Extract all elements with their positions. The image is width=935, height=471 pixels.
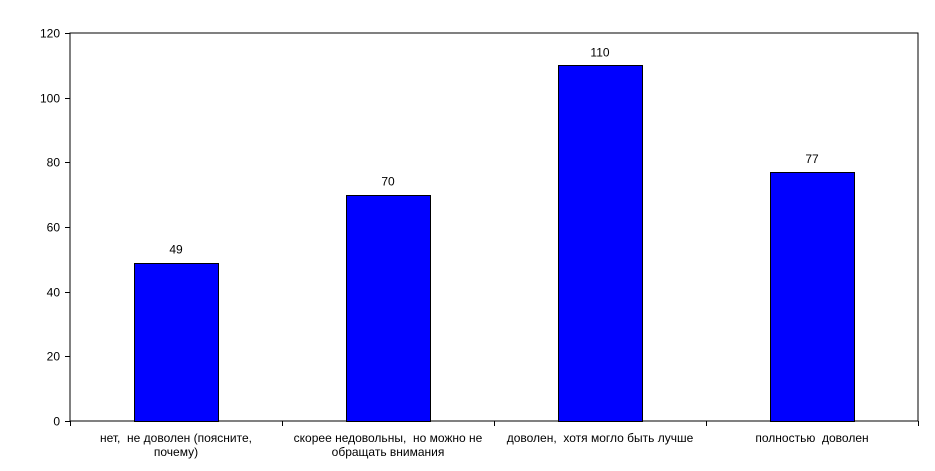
x-tick-label-line: полностью доволен — [755, 431, 868, 445]
data-label: 77 — [805, 152, 819, 166]
x-tick-label: скорее недовольны, но можно не обращать в… — [294, 431, 483, 459]
y-tick-label: 100 — [40, 92, 60, 106]
x-tick-label-line: доволен, хотя могло быть лучше — [507, 431, 694, 445]
x-tick-label: доволен, хотя могло быть лучше — [507, 431, 694, 445]
y-tick-label: 120 — [40, 27, 60, 41]
x-axis: нет, не доволен (поясните, почему) скорее … — [70, 421, 919, 459]
x-tick-label-line: обращать внимания — [332, 445, 445, 459]
bar — [134, 263, 219, 422]
y-tick-label: 40 — [47, 286, 61, 300]
y-tick-label: 0 — [53, 415, 60, 429]
x-tick-label-line: нет, не доволен (поясните, — [100, 431, 252, 445]
y-axis: 0 20 40 60 80 100 120 — [40, 27, 70, 429]
x-tick-label: полностью доволен — [755, 431, 868, 445]
x-tick-label-line: скорее недовольны, но можно не — [294, 431, 483, 445]
bar — [770, 172, 855, 422]
x-tick-label: нет, не доволен (поясните, почему) — [100, 431, 252, 459]
x-tick-label-line: почему) — [154, 445, 198, 459]
bar — [346, 195, 431, 422]
bars-group — [134, 65, 855, 422]
data-label: 49 — [169, 243, 183, 257]
y-tick-label: 80 — [47, 156, 61, 170]
data-label: 70 — [381, 175, 395, 189]
data-label: 110 — [590, 45, 609, 59]
data-labels-group: 49 70 110 77 — [169, 45, 819, 256]
y-tick-label: 20 — [47, 350, 61, 364]
y-tick-label: 60 — [47, 221, 61, 235]
bar — [558, 65, 643, 422]
